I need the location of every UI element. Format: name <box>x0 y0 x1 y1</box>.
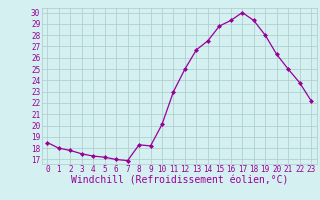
X-axis label: Windchill (Refroidissement éolien,°C): Windchill (Refroidissement éolien,°C) <box>70 176 288 186</box>
